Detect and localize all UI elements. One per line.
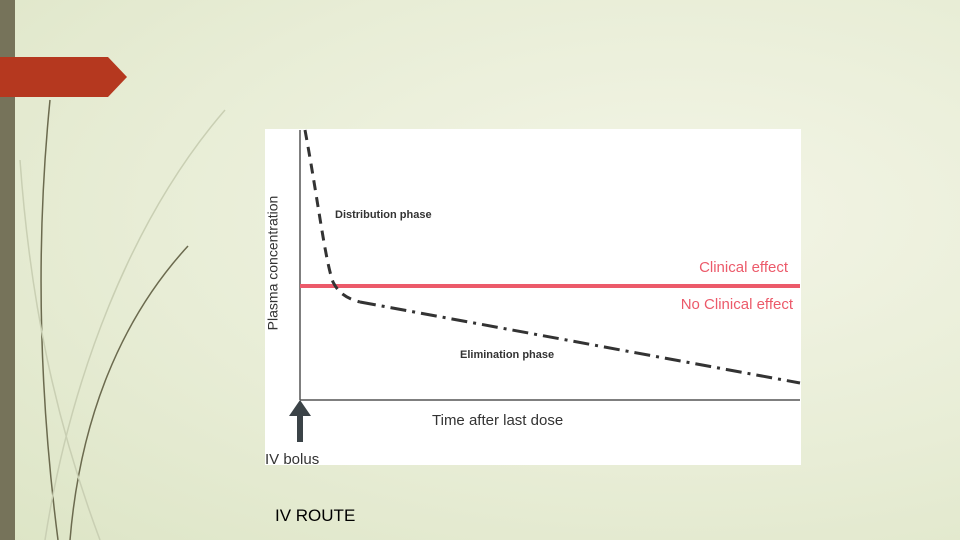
decorative-lines — [19, 99, 226, 540]
distribution-curve — [303, 129, 361, 304]
figure-background — [265, 129, 801, 465]
clinical-label: Clinical effect — [699, 259, 789, 276]
left-strip — [0, 0, 15, 540]
y-axis-label: Plasma concentration — [265, 196, 281, 331]
bolus-label: IV bolus — [265, 451, 319, 468]
elimination-label: Elimination phase — [460, 349, 554, 361]
x-axis-label: Time after last dose — [432, 412, 563, 429]
distribution-label: Distribution phase — [335, 209, 432, 221]
no-clinical-label: No Clinical effect — [681, 296, 794, 313]
title-tab — [0, 57, 127, 97]
caption: IV ROUTE — [275, 506, 356, 525]
bolus-arrow-head — [289, 400, 311, 416]
elimination-curve — [359, 300, 801, 385]
